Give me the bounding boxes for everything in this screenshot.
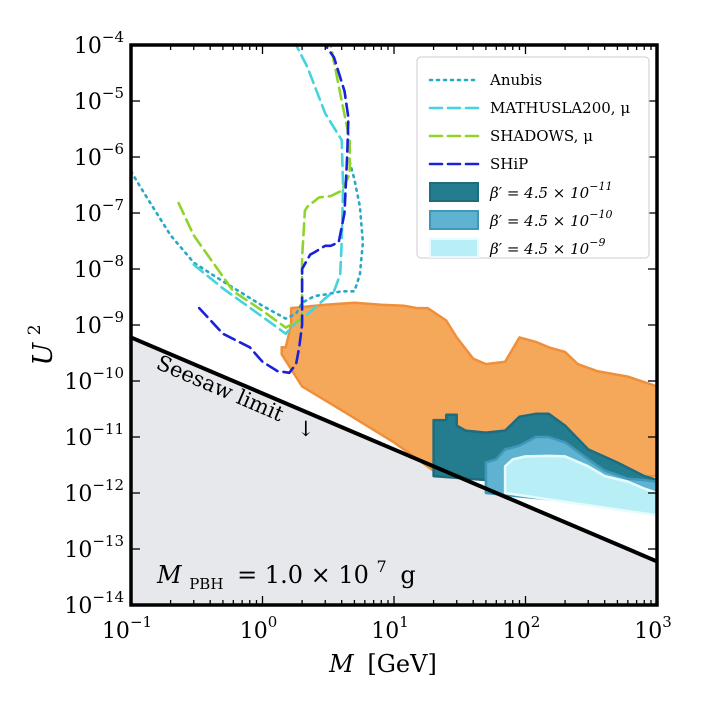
pbh-exponent: 7: [377, 557, 387, 576]
y-tick-exp: −9: [102, 308, 124, 326]
x-tick-label: 10−1: [102, 613, 152, 644]
x-axis-label: M [GeV]: [328, 650, 437, 678]
seesaw-line: [130, 335, 658, 564]
y-tick-exp: −7: [102, 196, 124, 214]
legend-swatch-beta-2: [429, 210, 479, 230]
y-tick-base: 10: [74, 34, 102, 59]
y-tick-base: 10: [74, 146, 102, 171]
legend-swatch-beta-3: [429, 238, 479, 258]
y-tick-base: 10: [74, 202, 102, 227]
y-axis-label: U 2: [25, 324, 59, 365]
legend-beta-base: β′ = 4.5 × 10: [489, 212, 590, 230]
y-tick-exp: −11: [92, 420, 124, 438]
legend-label-beta-2: β′ = 4.5 × 10−10: [489, 208, 612, 230]
legend-label-anubis: Anubis: [489, 71, 542, 89]
y-tick-exp: −14: [92, 588, 124, 606]
x-tick-exp: 0: [268, 613, 278, 631]
y-tick-exp: −13: [92, 532, 124, 550]
pbh-value: = 1.0 × 10: [237, 561, 369, 589]
y-tick-exp: −4: [102, 28, 124, 46]
y-tick-base: 10: [64, 594, 92, 619]
series-line-mathusla200: [192, 45, 345, 336]
legend-beta-base: β′ = 4.5 × 10: [489, 184, 590, 202]
y-tick-exp: −10: [92, 364, 124, 382]
y-tick-label: 10−11: [64, 420, 124, 451]
legend-beta-exp: −11: [589, 180, 612, 193]
legend-swatch-beta-1: [429, 182, 479, 202]
x-tick-exp: 3: [662, 613, 672, 631]
y-tick-label: 10−10: [64, 364, 124, 395]
y-tick-base: 10: [64, 426, 92, 451]
y-tick-base: 10: [64, 370, 92, 395]
x-axis-unit: [GeV]: [367, 650, 436, 678]
x-tick-label: 101: [371, 613, 409, 644]
x-tick-exp: −1: [130, 613, 152, 631]
seesaw-layer: [130, 335, 658, 564]
pbh-subscript: PBH: [189, 575, 223, 593]
legend-label-beta-3: β′ = 4.5 × 10−9: [489, 236, 605, 258]
y-tick-base: 10: [74, 90, 102, 115]
legend-label-ship: SHiP: [490, 155, 528, 173]
y-tick-label: 10−7: [74, 196, 124, 227]
series-line-ship: [197, 45, 350, 375]
legend-beta-exp: −9: [589, 236, 605, 249]
pbh-unit: g: [400, 561, 415, 589]
series-line-anubis: [131, 155, 365, 320]
x-tick-base: 10: [240, 619, 268, 644]
pbh-symbol: M: [156, 561, 183, 589]
x-axis-symbol: M: [328, 650, 355, 678]
x-tick-base: 10: [503, 619, 531, 644]
y-tick-label: 10−8: [74, 252, 124, 283]
y-tick-base: 10: [64, 538, 92, 563]
x-tick-label: 103: [634, 613, 672, 644]
x-tick-label: 100: [240, 613, 278, 644]
legend-beta-base: β′ = 4.5 × 10: [489, 240, 590, 258]
y-tick-base: 10: [74, 258, 102, 283]
y-tick-exp: −12: [92, 476, 124, 494]
seesaw-excluded-region: [131, 337, 657, 605]
y-tick-label: 10−13: [64, 532, 124, 563]
y-tick-label: 10−12: [64, 476, 124, 507]
y-tick-exp: −5: [102, 84, 124, 102]
x-tick-base: 10: [371, 619, 399, 644]
x-tick-base: 10: [102, 619, 130, 644]
series-line-shadows: [177, 45, 352, 329]
y-tick-base: 10: [74, 314, 102, 339]
legend-label-mathusla200: MATHUSLA200, μ: [490, 99, 630, 117]
x-tick-label: 102: [503, 613, 541, 644]
legend: Anubis MATHUSLA200, μ SHADOWS, μ SHiP β′ = 4…: [416, 56, 650, 259]
y-tick-label: 10−5: [74, 84, 124, 115]
y-tick-exp: −6: [102, 140, 124, 158]
axis-ticks: 10−1 100 101 102 10310−1410−1310−1210−1110−1…: [64, 28, 671, 644]
region-beta-3: [503, 454, 657, 517]
pbh-mass-annotation: M PBH = 1.0 × 10 7 g: [156, 550, 416, 595]
y-tick-label: 10−4: [74, 28, 124, 59]
y-tick-base: 10: [64, 482, 92, 507]
plot-area: [131, 45, 657, 605]
legend-label-shadows: SHADOWS, μ: [490, 127, 593, 145]
x-tick-exp: 2: [531, 613, 541, 631]
legend-beta-exp: −10: [589, 208, 612, 221]
seesaw-arrow: ↓: [297, 417, 315, 441]
legend-label-beta-1: β′ = 4.5 × 10−11: [489, 180, 612, 202]
y-tick-exp: −8: [102, 252, 124, 270]
x-tick-base: 10: [634, 619, 662, 644]
y-axis-base: U: [28, 342, 59, 366]
y-tick-label: 10−6: [74, 140, 124, 171]
y-axis-exp: 2: [25, 324, 45, 335]
y-tick-label: 10−9: [74, 308, 124, 339]
y-tick-label: 10−14: [64, 588, 124, 619]
x-tick-exp: 1: [399, 613, 409, 631]
